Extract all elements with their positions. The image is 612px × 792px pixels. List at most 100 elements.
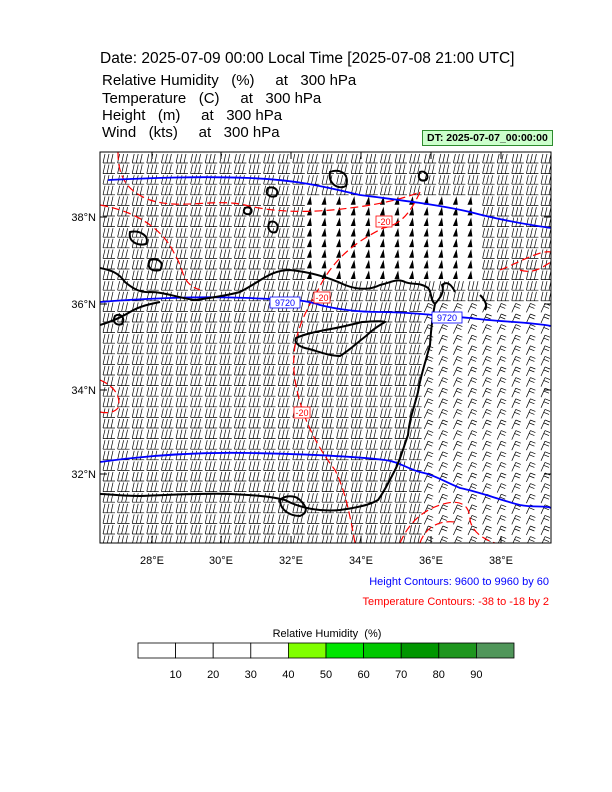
wind-barb [146, 408, 159, 418]
wind-barb [438, 259, 444, 269]
wind-barb [526, 281, 539, 291]
wind-barb [452, 259, 458, 269]
wind-barb [263, 376, 276, 386]
wind-barb [350, 175, 364, 185]
wind-barb [438, 196, 444, 205]
wind-barb [131, 334, 145, 344]
wind-barb [526, 175, 539, 185]
wind-barb [117, 440, 130, 450]
wind-barb [380, 408, 393, 418]
colorbar-label: 30 [245, 669, 257, 681]
wind-barb [277, 185, 291, 196]
wind-barb [496, 504, 507, 514]
wind-barb [307, 365, 320, 376]
wind-barb [350, 471, 364, 482]
wind-barb [540, 175, 551, 185]
wind-barb [482, 419, 492, 430]
wind-barb [175, 323, 188, 333]
wind-barb [452, 270, 458, 279]
wind-barb [496, 153, 510, 164]
wind-barb [453, 472, 463, 483]
wind-barb [161, 524, 174, 535]
wind-barb [438, 366, 448, 377]
wind-barb [306, 227, 312, 237]
wind-barb [511, 525, 521, 536]
wind-barb [234, 312, 247, 323]
wind-barb [175, 440, 188, 450]
wind-barb [394, 153, 407, 164]
wind-barb [219, 514, 232, 524]
wind-barb [234, 281, 247, 291]
wind-barb [263, 312, 276, 323]
height-contour [107, 176, 551, 229]
wind-barb [365, 376, 378, 386]
wind-barb [380, 429, 393, 439]
wind-barb [350, 450, 364, 461]
island [112, 313, 125, 326]
wind-barb [190, 355, 203, 365]
wind-barb [263, 217, 276, 227]
wind-barb [380, 365, 393, 376]
colorbar-box [475, 642, 515, 659]
wind-barb [321, 238, 327, 248]
wind-barb [482, 366, 492, 377]
wind-barb [219, 206, 232, 217]
wind-barb [131, 249, 145, 259]
wind-barb [292, 471, 305, 482]
wind-barb [409, 535, 420, 543]
wind-barb [190, 535, 201, 543]
wind-barb [248, 334, 261, 344]
wind-barb [131, 387, 145, 397]
wind-barb [409, 302, 422, 312]
wind-barb [496, 259, 510, 270]
wind-barb [336, 217, 342, 226]
wind-barb [380, 376, 393, 386]
wind-barb [511, 303, 521, 313]
wind-barb [277, 164, 291, 174]
wind-barb [219, 397, 232, 408]
wind-barb [234, 524, 247, 535]
wind-barb [511, 164, 524, 174]
wind-barb [248, 206, 261, 217]
wind-barb [438, 430, 448, 440]
lat-label: 36°N [71, 299, 96, 311]
wind-barb [321, 249, 327, 258]
wind-barb [467, 303, 478, 313]
wind-barb [131, 323, 145, 333]
wind-barb [496, 472, 507, 483]
wind-barb [540, 281, 551, 291]
wind-barb [219, 355, 232, 365]
wind-barb [526, 377, 536, 387]
wind-barb [365, 249, 371, 258]
wind-barb [438, 324, 448, 334]
wind-barb [175, 514, 188, 524]
colorbar-label: 80 [433, 669, 445, 681]
wind-barb [161, 334, 174, 344]
wind-barb [204, 365, 218, 376]
wind-barb [234, 206, 247, 217]
wind-barb [482, 196, 495, 206]
wind-barb [365, 418, 378, 429]
wind-barb [540, 270, 551, 280]
wind-barb [467, 217, 473, 226]
wind-barb [248, 450, 261, 461]
wind-barb [219, 238, 232, 249]
wind-barb [511, 228, 524, 238]
wind-barb [292, 164, 305, 174]
wind-barb [234, 514, 247, 524]
wind-barb [292, 450, 305, 461]
wind-barb [540, 291, 551, 302]
wind-barb [496, 483, 507, 493]
wind-barb [321, 164, 334, 174]
wind-barb [540, 409, 551, 419]
colorbar-box [400, 642, 440, 659]
wind-barb [175, 450, 188, 461]
wind-barb [131, 524, 145, 535]
wind-barb [117, 535, 128, 543]
wind-barb [146, 514, 159, 524]
lat-label: 34°N [71, 385, 96, 397]
colorbar-label: 60 [357, 669, 369, 681]
wind-barb [379, 259, 385, 269]
wind-barb [131, 164, 145, 174]
wind-barb [175, 482, 188, 492]
